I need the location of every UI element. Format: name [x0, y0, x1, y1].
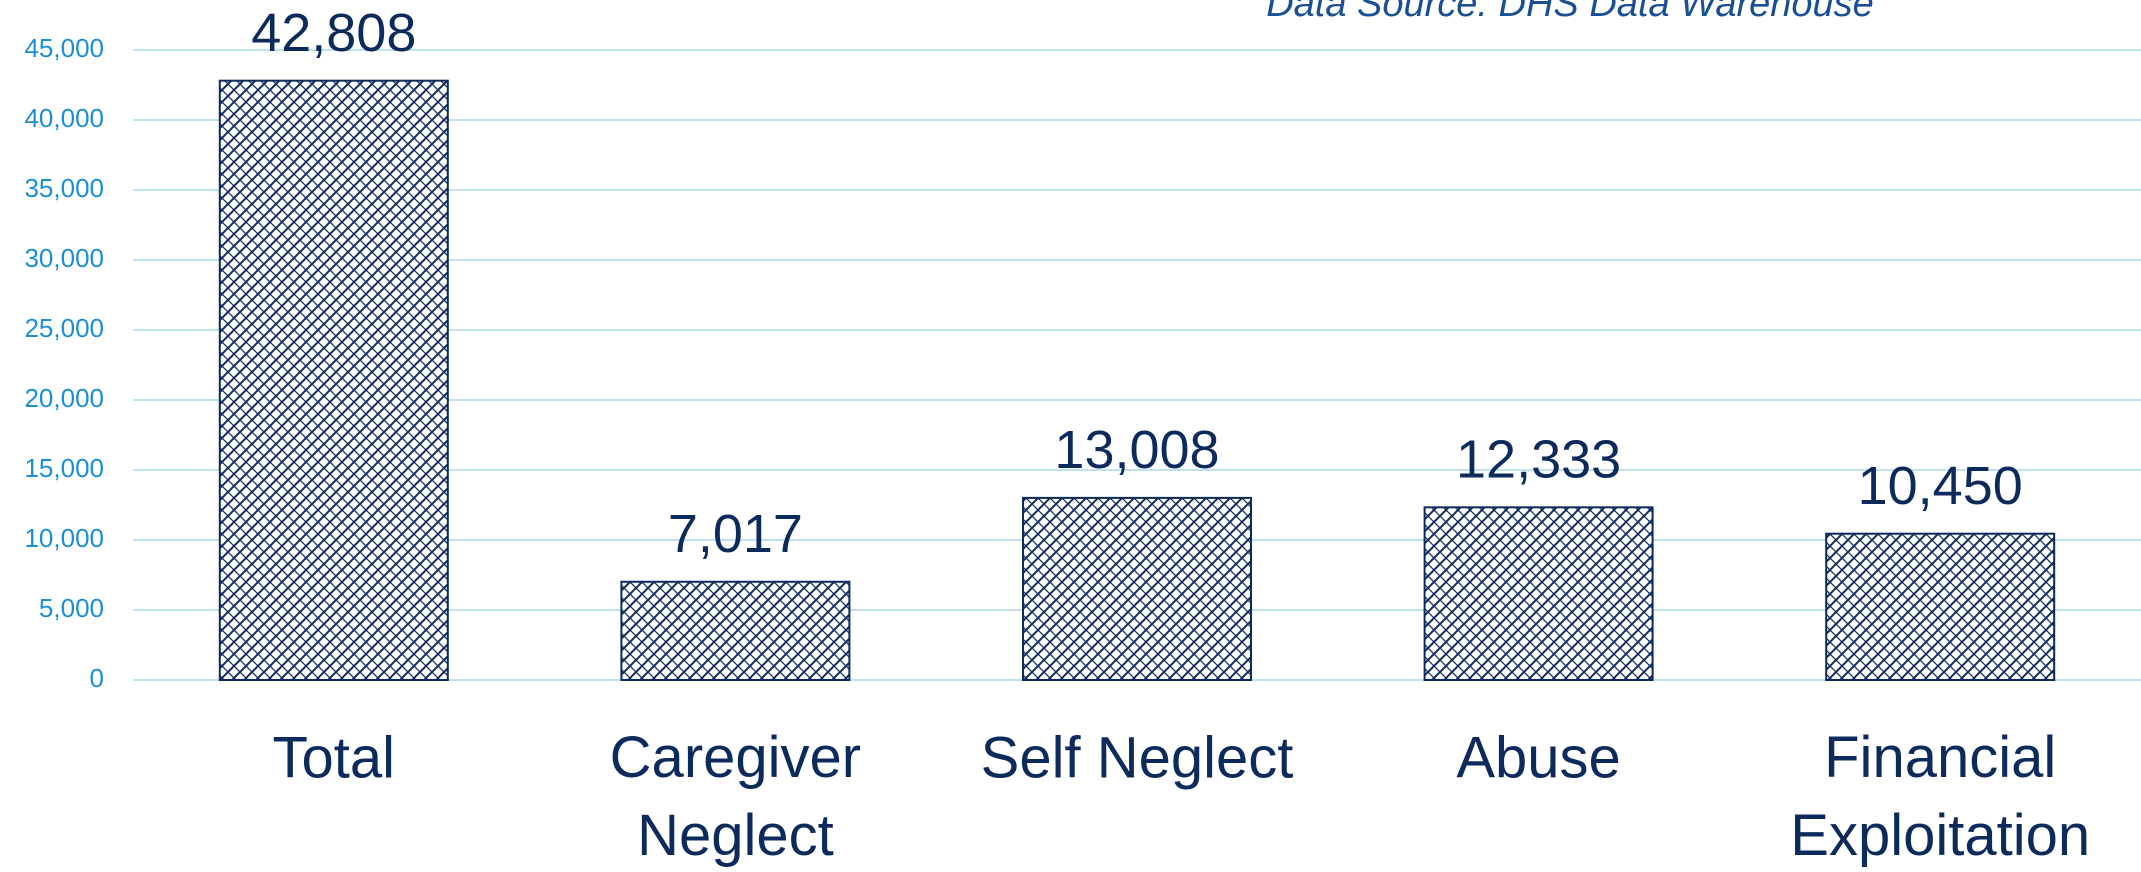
x-tick-label: Self Neglect: [981, 725, 1294, 790]
bar: [1022, 496, 1252, 681]
y-tick-label: 15,000: [24, 453, 104, 483]
y-tick-label: 40,000: [24, 103, 104, 133]
y-tick-label: 30,000: [24, 243, 104, 273]
x-tick-label: Financial Exploitation: [1790, 725, 2090, 868]
y-tick-label: 20,000: [24, 383, 104, 413]
y-tick-label: 5,000: [39, 593, 104, 623]
bar: [1423, 506, 1654, 682]
x-tick-label: Abuse: [1456, 725, 1620, 790]
value-label: 7,017: [668, 504, 803, 564]
y-tick-label: 0: [90, 663, 104, 693]
bar: [1825, 532, 2056, 682]
bar: [620, 580, 851, 682]
y-tick-label: 35,000: [24, 173, 104, 203]
annotation: Data Source: DHS Data Warehouse: [1266, 0, 1874, 25]
value-label: 12,333: [1456, 430, 1621, 490]
value-label: 10,450: [1858, 456, 2023, 516]
y-tick-label: 25,000: [24, 313, 104, 343]
x-tick-label: Total: [273, 725, 396, 790]
value-label: 13,008: [1054, 420, 1219, 480]
x-tick-label: Caregiver Neglect: [610, 725, 861, 868]
y-tick-label: 45,000: [24, 33, 104, 63]
bar: [218, 79, 449, 682]
value-label: 42,808: [251, 3, 416, 63]
y-tick-label: 10,000: [24, 523, 104, 553]
